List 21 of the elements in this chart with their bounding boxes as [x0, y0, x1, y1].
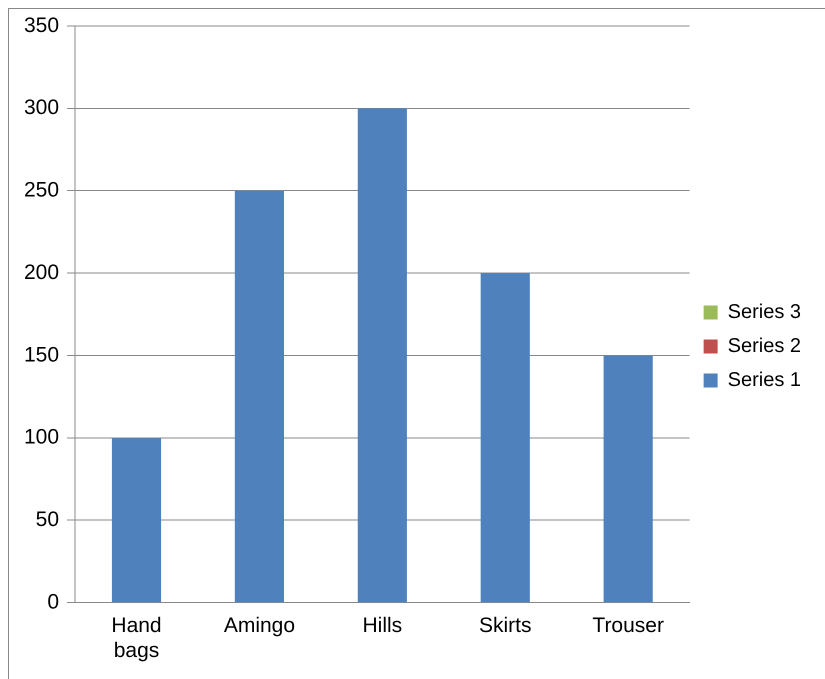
x-tick-label: Hills	[362, 614, 402, 637]
bar	[234, 190, 284, 602]
y-tick-label: 250	[24, 178, 60, 202]
y-tick-label: 100	[24, 426, 60, 449]
legend-label: Series 1	[728, 369, 802, 392]
legend-label: Series 2	[728, 335, 802, 358]
bar	[112, 438, 162, 602]
bar	[480, 273, 530, 602]
y-tick-label: 200	[24, 260, 60, 284]
y-tick-label: 300	[24, 96, 60, 120]
y-tick-label: 150	[24, 343, 60, 366]
legend-label: Series 3	[728, 301, 802, 324]
x-tick-label: Trouser	[592, 614, 664, 637]
bar	[604, 355, 653, 602]
x-tick-label: Skirts	[479, 614, 532, 637]
y-tick-label: 350	[24, 14, 60, 37]
x-tick-label: Amingo	[224, 614, 296, 637]
bar	[358, 108, 407, 602]
x-tick-label: Hand bags	[111, 614, 162, 662]
y-tick-label: 50	[36, 508, 60, 532]
y-tick-label: 0	[47, 590, 60, 614]
